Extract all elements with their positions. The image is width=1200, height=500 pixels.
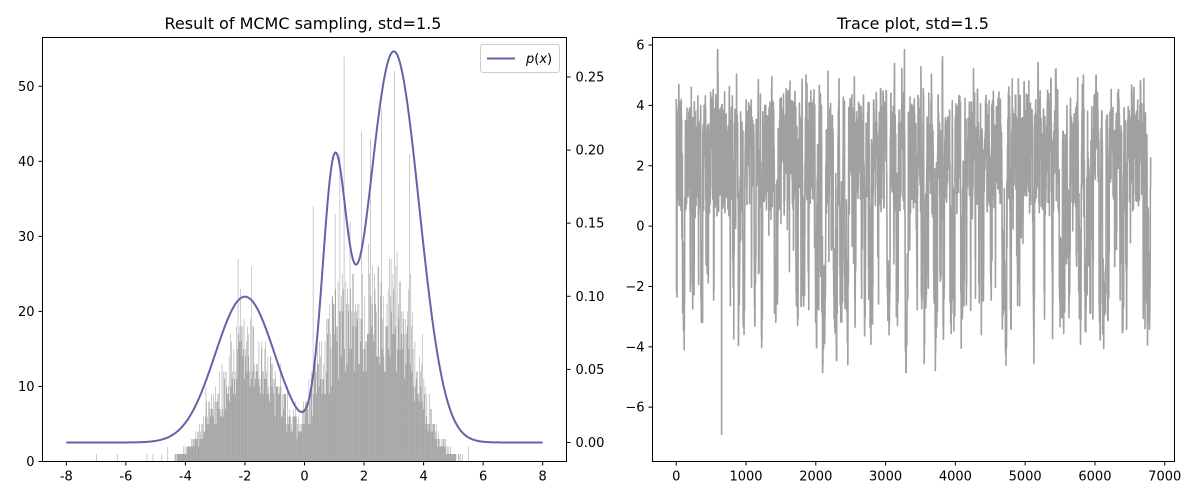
trace-panel: Trace plot, std=1.5 0 1000 2000 3000 4000 500… xyxy=(625,14,1181,485)
y2-tick-label: 0.25 xyxy=(576,70,605,85)
density-curve-group xyxy=(66,50,543,444)
chart-title-left: Result of MCMC sampling, std=1.5 xyxy=(165,14,442,33)
y2-tick-label: 0.00 xyxy=(576,436,605,451)
y-tick-label: 10 xyxy=(18,380,35,395)
plot-frame-left xyxy=(42,37,567,462)
histogram-panel: Result of MCMC sampling, std=1.5 -8 -6 -4-… xyxy=(18,14,605,485)
x-tick-label: -4 xyxy=(179,470,192,485)
y-axis-ticks-trace: −6 −4 −2 0 2 4 6 xyxy=(625,39,653,416)
y-tick-label: 0 xyxy=(636,220,644,235)
y-tick-label: 4 xyxy=(636,99,644,114)
x-tick-label: 8 xyxy=(539,470,547,485)
y-tick-label: 30 xyxy=(18,230,35,245)
legend-label: p(x) xyxy=(525,52,552,67)
y2-axis-ticks-right: 0.00 0.05 0.10 0.15 0.20 0.25 xyxy=(566,70,605,451)
x-axis-ticks-right: 0 1000 2000 3000 4000 5000 6000 7000 xyxy=(672,461,1181,485)
y-tick-label: 50 xyxy=(18,80,35,95)
x-tick-label: -2 xyxy=(238,470,251,485)
x-tick-label: 2 xyxy=(360,470,368,485)
x-tick-label: 0 xyxy=(672,470,680,485)
x-tick-label: 0 xyxy=(300,470,308,485)
chart-title-right: Trace plot, std=1.5 xyxy=(836,14,989,33)
x-tick-label: 7000 xyxy=(1148,470,1181,485)
y-tick-label: 20 xyxy=(18,305,35,320)
y2-tick-label: 0.15 xyxy=(576,217,605,232)
y-tick-label: 2 xyxy=(636,159,644,174)
x-tick-label: -8 xyxy=(60,470,73,485)
legend-box xyxy=(480,44,560,73)
x-tick-label: 3000 xyxy=(869,470,902,485)
x-tick-label: 2000 xyxy=(799,470,832,485)
y-tick-label: 0 xyxy=(26,455,34,470)
x-tick-label: 4 xyxy=(419,470,427,485)
y2-tick-label: 0.20 xyxy=(576,144,605,159)
x-axis-ticks-left: -8 -6 -4 -2 0 2 4 6 8 xyxy=(60,461,547,485)
y-tick-label: −2 xyxy=(625,280,644,295)
x-tick-label: 1000 xyxy=(729,470,762,485)
y-tick-label: 40 xyxy=(18,155,35,170)
y-axis-ticks-left: 0 10 20 30 40 50 xyxy=(18,80,43,470)
plot-frame-right xyxy=(652,37,1175,462)
y2-tick-label: 0.05 xyxy=(576,363,605,378)
x-tick-label: -6 xyxy=(119,470,132,485)
trace-line xyxy=(675,48,1152,436)
y-tick-label: 6 xyxy=(636,39,644,54)
legend: p(x) xyxy=(480,44,560,73)
y-tick-label: −4 xyxy=(625,340,644,355)
x-tick-label: 6000 xyxy=(1078,470,1111,485)
x-tick-label: 4000 xyxy=(939,470,972,485)
histogram-bars xyxy=(96,56,469,462)
y2-tick-label: 0.10 xyxy=(576,290,605,305)
x-tick-label: 5000 xyxy=(1009,470,1042,485)
y-tick-label: −6 xyxy=(625,401,644,416)
x-tick-label: 6 xyxy=(479,470,487,485)
density-line xyxy=(66,50,543,444)
histogram-bar xyxy=(96,56,469,462)
